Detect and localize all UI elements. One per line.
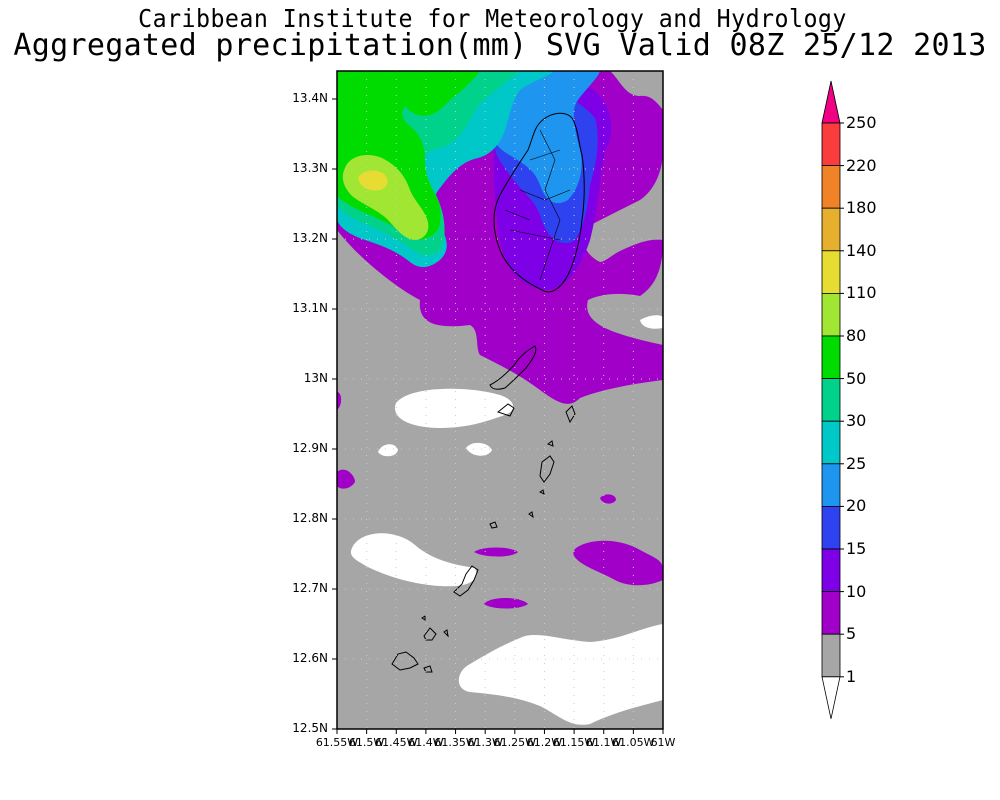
axis-ticks xyxy=(332,98,844,734)
lon-tick-label: 61.1W xyxy=(586,736,622,749)
coastline-islet xyxy=(539,489,545,495)
lat-tick-label: 13.3N xyxy=(292,161,328,175)
colorbar-swatch xyxy=(821,335,841,379)
lat-tick-label: 13N xyxy=(303,371,328,385)
field-dry-patch xyxy=(458,624,663,725)
colorbar-swatch xyxy=(821,420,841,465)
colorbar-level-label: 250 xyxy=(846,113,877,132)
lon-tick-label: 61.2W xyxy=(526,736,563,749)
lon-tick-label: 61.45W xyxy=(375,736,418,749)
colorbar-level-label: 30 xyxy=(846,411,867,431)
colorbar-level-label: 1 xyxy=(846,666,857,686)
colorbar-level-label: 10 xyxy=(846,581,867,601)
field-5-10mm xyxy=(474,547,518,557)
coastline-islet xyxy=(528,511,534,519)
colorbar-swatch xyxy=(821,463,841,507)
colorbar-level-label: 140 xyxy=(846,240,877,260)
coastline-mustique xyxy=(496,403,515,417)
lon-tick-label: 61.15W xyxy=(552,736,596,749)
river-network xyxy=(504,129,571,281)
field-5-10mm xyxy=(337,469,355,489)
coastline-bequia xyxy=(489,345,537,390)
lon-tick-label: 61.05W xyxy=(612,736,655,749)
colorbar-max-arrow xyxy=(821,80,841,124)
colorbar-swatch xyxy=(821,591,841,635)
colorbar-swatch xyxy=(821,165,841,209)
coastline-islet xyxy=(489,521,498,529)
colorbar-level-label: 110 xyxy=(846,283,877,303)
colorbar-level-label: 15 xyxy=(846,539,867,558)
field-5-10mm xyxy=(484,598,528,609)
coastline-union-island xyxy=(453,565,479,597)
colorbar-swatch xyxy=(821,548,841,592)
field-5-10mm xyxy=(600,494,616,504)
coastline-petite-martinique xyxy=(391,651,419,671)
lon-tick-label: 61.35W xyxy=(434,736,477,749)
colorbar-swatch xyxy=(821,378,841,422)
lon-tick-label: 61.55W xyxy=(315,736,359,749)
coastline-st-vincent xyxy=(493,112,585,293)
colorbar-swatch xyxy=(821,633,841,678)
field-dry-patch xyxy=(466,442,492,456)
map-title: Caribbean Institute for Meteorology and … xyxy=(138,4,847,33)
coastline-islet xyxy=(421,615,426,621)
lat-tick-label: 13.4N xyxy=(292,91,328,105)
field-dry-patch xyxy=(640,315,663,329)
map-grid xyxy=(337,71,663,729)
lon-tick-label: 61.4W xyxy=(408,736,444,749)
lon-tick-label: 61.25W xyxy=(493,736,536,749)
colorbar-level-label: 50 xyxy=(846,368,867,388)
field-5-10mm xyxy=(337,392,342,410)
lat-tick-label: 12.9N xyxy=(292,441,328,455)
coastlines xyxy=(391,112,585,673)
colorbar-level-label: 180 xyxy=(846,198,877,218)
colorbar-swatch xyxy=(821,122,841,166)
field-110-140mm xyxy=(358,170,388,191)
map-field xyxy=(337,71,663,729)
field-dry-patch xyxy=(350,533,477,587)
colorbar-level-label: 220 xyxy=(846,155,877,175)
colorbar xyxy=(821,80,841,719)
lat-tick-label: 12.6N xyxy=(292,651,328,665)
coastline-islet xyxy=(423,665,433,673)
field-dry-patch xyxy=(378,444,398,457)
lon-tick-label: 61.3W xyxy=(467,736,503,749)
colorbar-swatch xyxy=(821,250,841,294)
colorbar-swatch xyxy=(821,505,841,550)
lon-tick-label: 61W xyxy=(650,736,676,749)
colorbar-level-label: 25 xyxy=(846,453,867,473)
lat-tick-label: 13.2N xyxy=(292,231,328,245)
coastline-islet xyxy=(443,629,449,638)
map-frame xyxy=(336,70,664,730)
map-subtitle: Aggregated precipitation(mm) SVG Valid 0… xyxy=(13,28,987,63)
lat-tick-label: 13.1N xyxy=(292,301,328,315)
colorbar-swatch xyxy=(821,292,841,337)
coastline-islet xyxy=(546,440,554,447)
coastline-canouan xyxy=(539,455,555,483)
colorbar-swatch xyxy=(821,207,841,252)
coastline-islet xyxy=(565,405,576,424)
lat-tick-label: 12.8N xyxy=(292,511,328,525)
field-dry-patch xyxy=(394,388,514,428)
field-5-10mm xyxy=(573,540,663,586)
lat-tick-label: 12.7N xyxy=(292,581,328,595)
colorbar-min-arrow xyxy=(821,676,841,719)
colorbar-level-label: 5 xyxy=(846,624,857,644)
colorbar-level-label: 20 xyxy=(846,496,867,516)
lon-tick-label: 61.5W xyxy=(348,736,385,749)
lat-tick-label: 12.5N xyxy=(292,721,328,735)
colorbar-level-label: 80 xyxy=(846,326,867,345)
